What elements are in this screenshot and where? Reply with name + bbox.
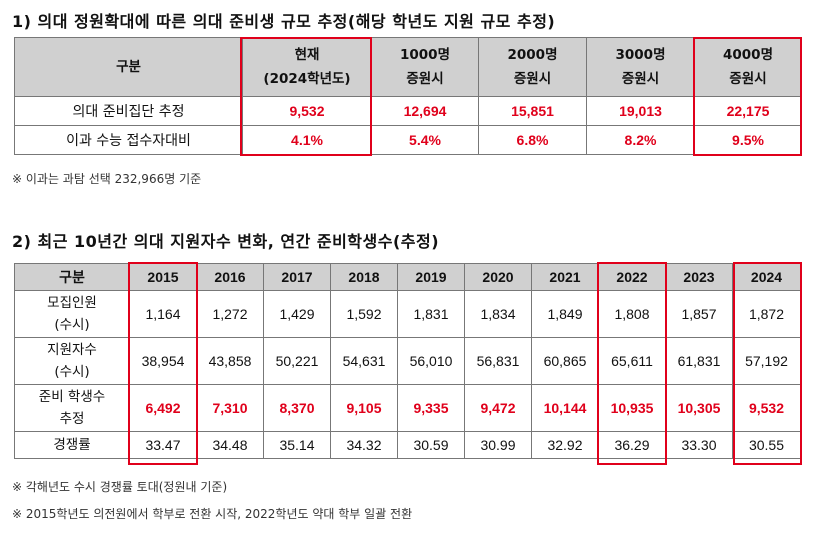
table-cell: 1,834 (464, 290, 532, 338)
year-header: 2024 (732, 263, 801, 291)
table-cell: 61,831 (665, 337, 733, 385)
table-cell: 1,272 (196, 290, 264, 338)
table-cell: 54,631 (330, 337, 398, 385)
table-cell: 6,492 (129, 384, 197, 432)
table-cell: 1,592 (330, 290, 398, 338)
table-cell: 30.55 (732, 431, 801, 459)
year-header: 2016 (196, 263, 264, 291)
column-header: 현재 (2024학년도) (242, 37, 372, 97)
table-cell: 10,935 (598, 384, 666, 432)
table-cell: 56,010 (397, 337, 465, 385)
table-cell: 43,858 (196, 337, 264, 385)
section2-note-2: ※ 2015학년도 의전원에서 학부로 전환 시작, 2022학년도 약대 학부… (12, 507, 413, 521)
table-cell: 33.30 (665, 431, 733, 459)
row-label: 모집인원 (수시) (14, 290, 130, 338)
column-header: 1000명 증원시 (371, 37, 479, 97)
table-cell: 56,831 (464, 337, 532, 385)
table-cell: 4.1% (242, 125, 372, 155)
medical-school-applicant-estimate-table: 구분 현재 (2024학년도) 1000명 증원시 2000명 증원시 3000명 증원… (14, 37, 802, 155)
table-cell: 30.59 (397, 431, 465, 459)
table-cell: 36.29 (598, 431, 666, 459)
table-cell: 8,370 (263, 384, 331, 432)
column-header: 4000명 증원시 (694, 37, 802, 97)
row-label: 이과 수능 접수자대비 (14, 125, 243, 155)
table-cell: 1,831 (397, 290, 465, 338)
table-cell: 7,310 (196, 384, 264, 432)
table-cell: 1,808 (598, 290, 666, 338)
table-cell: 1,857 (665, 290, 733, 338)
table-cell: 22,175 (694, 96, 802, 126)
table-cell: 38,954 (129, 337, 197, 385)
table-cell: 9.5% (694, 125, 802, 155)
table-cell: 9,472 (464, 384, 532, 432)
year-header: 2023 (665, 263, 733, 291)
row-label: 경쟁률 (14, 431, 130, 459)
header-label: 구분 (14, 37, 243, 97)
year-header: 2015 (129, 263, 197, 291)
table-cell: 9,105 (330, 384, 398, 432)
table-cell: 9,532 (732, 384, 801, 432)
table-cell: 12,694 (371, 96, 479, 126)
table-cell: 57,192 (732, 337, 801, 385)
section2-note-1: ※ 각해년도 수시 경쟁률 토대(정원내 기준) (12, 480, 228, 494)
table-row: 의대 준비집단 추정 9,532 12,694 15,851 19,013 22… (14, 96, 802, 126)
table-cell: 50,221 (263, 337, 331, 385)
table-cell: 15,851 (478, 96, 587, 126)
table-cell: 1,429 (263, 290, 331, 338)
row-label: 준비 학생수 추정 (14, 384, 130, 432)
table-row: 이과 수능 접수자대비 4.1% 5.4% 6.8% 8.2% 9.5% (14, 125, 802, 155)
table-row: 지원자수 (수시) 38,954 43,858 50,221 54,631 56,… (14, 337, 801, 385)
table-cell: 33.47 (129, 431, 197, 459)
year-header: 2019 (397, 263, 465, 291)
table-cell: 9,335 (397, 384, 465, 432)
section1-title: 1) 의대 정원확대에 따른 의대 준비생 규모 추정(해당 학년도 지원 규모… (12, 12, 556, 31)
year-header: 2018 (330, 263, 398, 291)
table-cell: 60,865 (531, 337, 599, 385)
table-cell: 5.4% (371, 125, 479, 155)
column-header: 3000명 증원시 (586, 37, 695, 97)
table-cell: 1,164 (129, 290, 197, 338)
year-header: 2020 (464, 263, 532, 291)
table-cell: 34.48 (196, 431, 264, 459)
row-label: 의대 준비집단 추정 (14, 96, 243, 126)
applicant-trend-table: 구분 2015 2016 2017 2018 2019 2020 2021 20… (14, 263, 801, 459)
row-label: 지원자수 (수시) (14, 337, 130, 385)
table-cell: 65,611 (598, 337, 666, 385)
table-row: 준비 학생수 추정 6,492 7,310 8,370 9,105 9,335 9… (14, 384, 801, 432)
table-cell: 1,872 (732, 290, 801, 338)
table-row: 경쟁률 33.47 34.48 35.14 34.32 30.59 30.99 … (14, 431, 801, 459)
table-cell: 10,144 (531, 384, 599, 432)
table-cell: 9,532 (242, 96, 372, 126)
table-cell: 8.2% (586, 125, 695, 155)
section2-title: 2) 최근 10년간 의대 지원자수 변화, 연간 준비학생수(추정) (12, 232, 440, 251)
year-header: 2017 (263, 263, 331, 291)
table-cell: 1,849 (531, 290, 599, 338)
table-cell: 32.92 (531, 431, 599, 459)
year-header: 2022 (598, 263, 666, 291)
table-cell: 34.32 (330, 431, 398, 459)
header-label: 구분 (14, 263, 130, 291)
year-header: 2021 (531, 263, 599, 291)
table-cell: 35.14 (263, 431, 331, 459)
table-cell: 10,305 (665, 384, 733, 432)
column-header: 2000명 증원시 (478, 37, 587, 97)
section1-note: ※ 이과는 과탐 선택 232,966명 기준 (12, 172, 202, 186)
table-cell: 19,013 (586, 96, 695, 126)
table-row: 모집인원 (수시) 1,164 1,272 1,429 1,592 1,831 1… (14, 290, 801, 338)
table-cell: 30.99 (464, 431, 532, 459)
table-cell: 6.8% (478, 125, 587, 155)
